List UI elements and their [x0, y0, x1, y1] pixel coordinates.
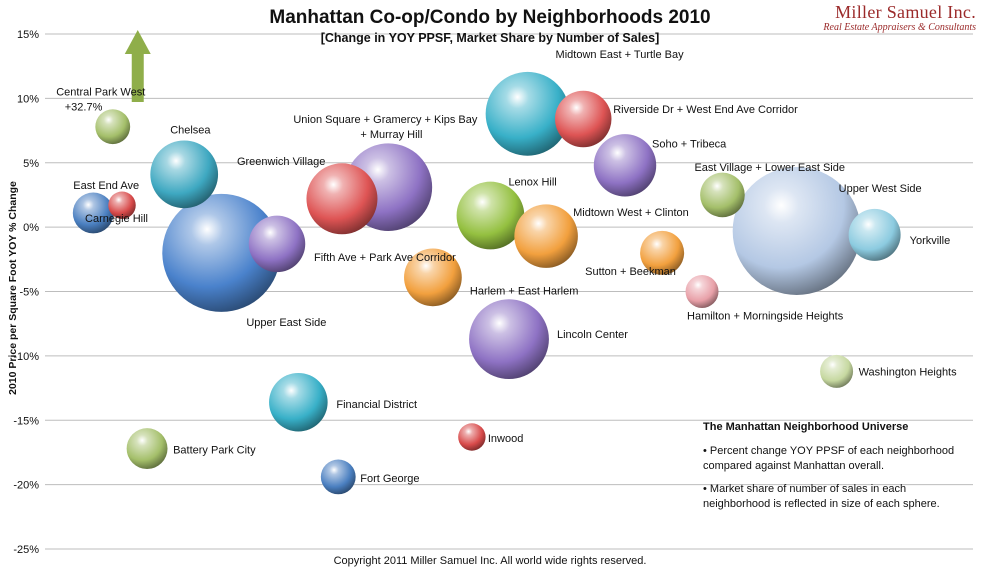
bubble-fort-george	[320, 459, 356, 495]
off-chart-arrow	[124, 30, 151, 102]
bubble-hamilton-morningside-heights	[685, 275, 719, 308]
bubble-label-union-square-gramercy-kips-bay-murray-hill-line2: + Murray Hill	[360, 129, 422, 141]
off-chart-arrow-shape	[124, 30, 151, 102]
y-tick-label: 5%	[23, 158, 39, 170]
copyright: Copyright 2011 Miller Samuel Inc. All wo…	[333, 555, 647, 567]
bubble-label-greenwich-village: Greenwich Village	[237, 156, 325, 168]
bubble-carnegie-hill	[108, 191, 136, 219]
bubble-label-riverside-dr-west-end-ave-corridor: Riverside Dr + West End Ave Corridor	[613, 104, 798, 116]
y-tick-label: -15%	[13, 415, 39, 427]
bubble-label-sutton-beekman: Sutton + Beekman	[585, 266, 676, 278]
bubble-upper-west-side	[732, 166, 861, 295]
note-item-2: • Market share of number of sales in eac…	[703, 483, 940, 510]
bubble-midtown-east-turtle-bay	[485, 71, 570, 156]
bubble-inwood	[458, 423, 486, 451]
y-tick-label: 10%	[17, 93, 39, 105]
bubble-label-midtown-east-turtle-bay: Midtown East + Turtle Bay	[556, 49, 685, 61]
bubble-chelsea	[150, 140, 219, 209]
bubble-lincoln-center	[469, 299, 549, 380]
y-tick-label: -25%	[13, 544, 39, 556]
bubble-label-union-square-gramercy-kips-bay-murray-hill: Union Square + Gramercy + Kips Bay	[293, 114, 478, 126]
bubble-label-hamilton-morningside-heights: Hamilton + Morningside Heights	[687, 311, 844, 323]
bubble-label-financial-district: Financial District	[336, 399, 417, 411]
bubble-lenox-hill	[456, 181, 525, 250]
bubble-labels: Central Park West +32.7% Chelsea East End A…	[56, 49, 957, 485]
bubble-label-harlem-east-harlem: Harlem + East Harlem	[470, 285, 579, 297]
bubble-label-chelsea: Chelsea	[170, 124, 211, 136]
bubble-upper-east-side	[162, 193, 281, 312]
y-tick-label: 15%	[17, 29, 39, 41]
bubble-sutton-beekman	[640, 230, 685, 275]
brand-logo-tagline: Real Estate Appraisers & Consultants	[823, 22, 976, 33]
y-tick-label: -10%	[13, 351, 39, 363]
bubble-central-park-west	[95, 109, 131, 145]
bubble-fifth-ave-park-ave-corridor	[248, 215, 306, 273]
bubble-label-upper-west-side: Upper West Side	[839, 183, 922, 195]
explanation-note: The Manhattan Neighborhood Universe • Pe…	[703, 420, 973, 520]
bubble-label-soho-tribeca: Soho + Tribeca	[652, 138, 727, 150]
bubble-label-lenox-hill: Lenox Hill	[508, 177, 556, 189]
y-axis-label: 2010 Price per Square Foot YOY % Change	[7, 181, 19, 395]
bubble-riverside-dr-west-end-ave-corridor	[554, 90, 612, 148]
bubble-label-fort-george: Fort George	[360, 473, 419, 485]
bubble-label-fifth-ave-park-ave-corridor: Fifth Ave + Park Ave Corridor	[314, 252, 456, 264]
bubble-label-carnegie-hill: Carnegie Hill	[85, 213, 148, 225]
bubble-label-upper-east-side: Upper East Side	[246, 317, 326, 329]
bubble-label-yorkville: Yorkville	[910, 235, 951, 247]
chart-title: Manhattan Co-op/Condo by Neighborhoods 2…	[269, 7, 711, 28]
bubble-label-central-park-west: Central Park West	[56, 87, 145, 99]
bubble-battery-park-city	[126, 428, 168, 470]
bubble-midtown-west-clinton	[514, 204, 578, 268]
bubble-label-lincoln-center: Lincoln Center	[557, 329, 628, 341]
bubble-yorkville	[848, 208, 901, 261]
bubble-soho-tribeca	[593, 134, 657, 197]
bubble-harlem-east-harlem	[404, 248, 462, 307]
bubble-financial-district	[269, 372, 328, 432]
bubble-washington-heights	[820, 354, 854, 388]
bubble-label-midtown-west-clinton: Midtown West + Clinton	[573, 207, 689, 219]
bubble-label-east-end-ave: East End Ave	[73, 180, 139, 192]
bubble-east-end-ave	[72, 192, 114, 234]
y-tick-label: 0%	[23, 222, 39, 234]
y-tick-label: -5%	[19, 287, 39, 299]
y-axis-tick-labels: 15% 10% 5% 0% -5% -10% -15% -20% -25%	[13, 29, 39, 556]
bubble-label-washington-heights: Washington Heights	[859, 366, 958, 378]
chart-subtitle: [Change in YOY PPSF, Market Share by Num…	[320, 31, 660, 45]
note-item-1: • Percent change YOY PPSF of each neighb…	[703, 445, 955, 472]
y-tick-label: -20%	[13, 480, 39, 492]
bubble-label-central-park-west-line2: +32.7%	[65, 102, 103, 114]
bubbles	[72, 71, 901, 495]
note-title: The Manhattan Neighborhood Universe	[703, 421, 909, 433]
bubble-east-village-lower-east-side	[700, 172, 745, 218]
bubble-label-battery-park-city: Battery Park City	[173, 445, 256, 457]
bubble-label-inwood: Inwood	[488, 433, 523, 445]
bubble-label-east-village-lower-east-side: East Village + Lower East Side	[694, 162, 845, 174]
brand-logo-name: Miller Samuel Inc.	[835, 2, 976, 22]
bubble-greenwich-village	[306, 163, 378, 235]
